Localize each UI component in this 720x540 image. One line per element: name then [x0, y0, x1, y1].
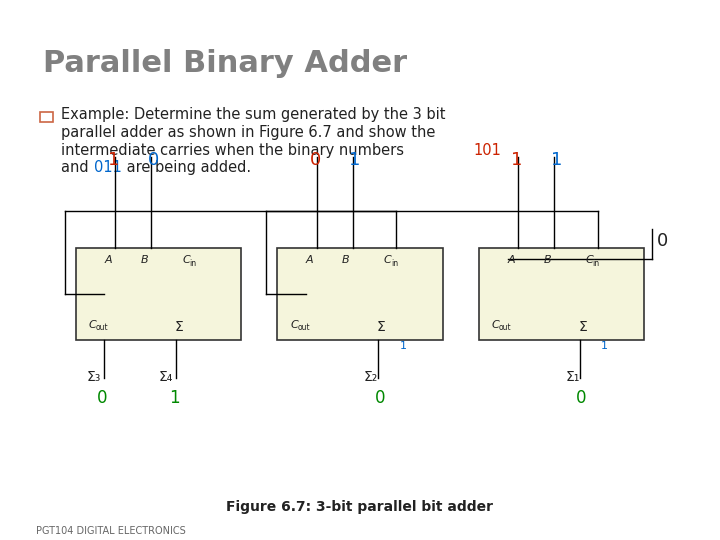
- Text: B: B: [544, 255, 552, 265]
- Text: C: C: [290, 320, 298, 330]
- Text: Σ₁: Σ₁: [565, 370, 580, 384]
- Text: in: in: [391, 259, 398, 268]
- FancyBboxPatch shape: [277, 248, 443, 340]
- Text: Example: Determine the sum generated by the 3 bit: Example: Determine the sum generated by …: [61, 107, 446, 122]
- Text: A: A: [306, 255, 314, 265]
- Text: C: C: [89, 320, 96, 330]
- Text: 0: 0: [310, 151, 321, 169]
- Text: 0: 0: [97, 389, 108, 407]
- Text: 1: 1: [169, 389, 180, 407]
- Text: Σ: Σ: [175, 320, 184, 334]
- Text: A: A: [104, 255, 112, 265]
- Text: 1: 1: [601, 341, 608, 352]
- Text: 0: 0: [374, 389, 385, 407]
- Text: are being added.: are being added.: [122, 160, 251, 176]
- Text: 1: 1: [400, 341, 407, 352]
- Text: in: in: [593, 259, 600, 268]
- Text: C: C: [384, 255, 392, 265]
- Text: parallel adder as shown in Figure 6.7 and show the: parallel adder as shown in Figure 6.7 an…: [61, 125, 436, 140]
- Text: 1: 1: [108, 151, 120, 169]
- Text: 0: 0: [148, 151, 159, 169]
- Text: out: out: [499, 323, 512, 333]
- Bar: [40, 112, 53, 122]
- Text: 1: 1: [349, 151, 361, 169]
- Text: 101: 101: [474, 143, 502, 158]
- Text: 011: 011: [94, 160, 122, 176]
- FancyBboxPatch shape: [479, 248, 644, 340]
- Text: 0: 0: [576, 389, 587, 407]
- Text: C: C: [585, 255, 593, 265]
- Text: in: in: [189, 259, 197, 268]
- Text: B: B: [342, 255, 350, 265]
- Text: 1: 1: [511, 151, 523, 169]
- Text: A: A: [508, 255, 516, 265]
- Text: 0: 0: [657, 232, 669, 250]
- Text: out: out: [297, 323, 310, 333]
- Text: Σ₄: Σ₄: [158, 370, 173, 384]
- Text: out: out: [96, 323, 109, 333]
- Text: C: C: [492, 320, 500, 330]
- Text: C: C: [182, 255, 190, 265]
- Text: B: B: [140, 255, 148, 265]
- Text: Σ: Σ: [377, 320, 385, 334]
- Text: Figure 6.7: 3-bit parallel bit adder: Figure 6.7: 3-bit parallel bit adder: [227, 500, 493, 514]
- Text: 1: 1: [551, 151, 562, 169]
- Text: Parallel Binary Adder: Parallel Binary Adder: [43, 49, 408, 78]
- Text: PGT104 DIGITAL ELECTRONICS: PGT104 DIGITAL ELECTRONICS: [36, 526, 186, 537]
- Text: Σ: Σ: [578, 320, 587, 334]
- Text: and: and: [61, 160, 94, 176]
- Text: intermediate carries when the binary numbers: intermediate carries when the binary num…: [61, 143, 409, 158]
- Text: Σ₂: Σ₂: [364, 370, 378, 384]
- FancyBboxPatch shape: [76, 248, 241, 340]
- Text: Σ₃: Σ₃: [86, 370, 101, 384]
